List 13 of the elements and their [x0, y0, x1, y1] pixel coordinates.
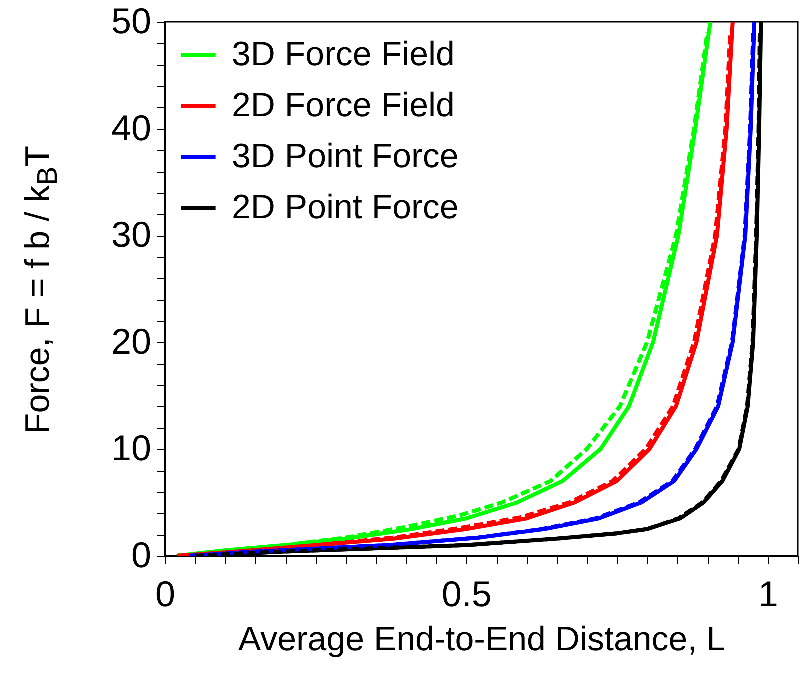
legend-label: 3D Force Field [232, 36, 455, 74]
y-tick-label: 20 [111, 320, 152, 362]
y-tick-label: 30 [111, 214, 152, 256]
y-tick-label: 10 [111, 428, 152, 469]
x-tick-label: 1 [758, 574, 778, 614]
y-tick-label: 0 [131, 534, 152, 576]
y-tick-label: 40 [111, 107, 152, 148]
x-axis-title: Average End-to-End Distance, L [238, 620, 726, 658]
y-tick-label: 50 [111, 0, 152, 42]
legend-label: 3D Point Force [232, 138, 459, 176]
x-tick-label: 0.5 [442, 574, 492, 614]
legend-label: 2D Force Field [232, 86, 455, 124]
legend-label: 2D Point Force [232, 188, 459, 226]
